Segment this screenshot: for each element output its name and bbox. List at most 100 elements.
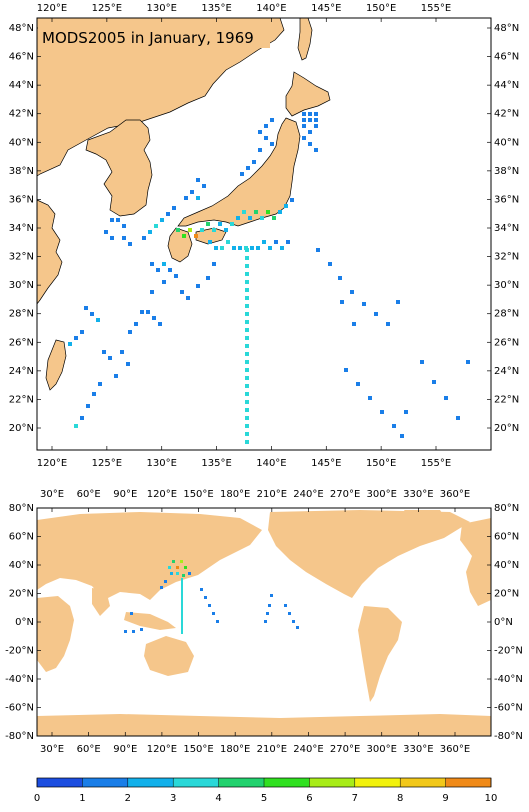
bottom-x-tick-label-bottom: 120°E: [147, 744, 177, 755]
colorbar-segment: [400, 778, 446, 787]
top-x-tick-label-top: 145°E: [311, 3, 341, 14]
observation-cell: [181, 578, 183, 634]
bottom-x-tick-label-top: 270°E: [330, 489, 360, 500]
observation-cell: [202, 184, 206, 188]
observation-cell: [268, 604, 271, 607]
observation-cell: [270, 118, 274, 122]
colorbar-label: 1: [79, 793, 85, 804]
top-y-tick-label-right: 48°N: [494, 23, 519, 34]
observation-cell: [124, 630, 127, 633]
observation-cell: [150, 262, 154, 266]
bottom-map-land: [37, 510, 491, 736]
observation-cell: [74, 424, 78, 428]
observation-cell: [232, 246, 236, 250]
observation-cell: [264, 620, 267, 623]
observation-cell: [245, 256, 249, 260]
bottom-y-tick-label-right: 60°N: [494, 532, 519, 543]
observation-cell: [220, 246, 224, 250]
top-y-tick-label-right: 28°N: [494, 309, 519, 320]
observation-cell: [130, 612, 133, 615]
top-y-tick-label-left: 24°N: [9, 366, 34, 377]
observation-cell: [250, 246, 254, 250]
colorbar-segment: [354, 778, 401, 787]
observation-cell: [140, 310, 144, 314]
observation-cell: [245, 288, 249, 292]
observation-cell: [314, 118, 318, 122]
observation-cell: [238, 246, 242, 250]
observation-cell: [150, 290, 154, 294]
observation-cell: [270, 594, 273, 597]
observation-cell: [266, 210, 270, 214]
colorbar: 0 1 2 3 4 5 6 7 8 9 10: [34, 777, 498, 804]
observation-cell: [245, 248, 249, 252]
bottom-x-tick-label-bottom: 300°E: [367, 744, 397, 755]
observation-cell: [245, 312, 249, 316]
observation-cell: [128, 242, 132, 246]
top-map-ticks: 120°E 120°E 125°E 125°E 130°E 130°E 135°E 135°E…: [9, 3, 519, 469]
bottom-y-tick-label-left: -40°N: [5, 674, 34, 685]
observation-cell: [240, 172, 244, 176]
observation-cell: [122, 224, 126, 228]
observation-cell: [174, 274, 178, 278]
observation-cell: [200, 228, 204, 232]
observation-cell: [172, 206, 176, 210]
observation-cell: [245, 352, 249, 356]
top-y-tick-label-left: 36°N: [9, 194, 34, 205]
observation-cell: [128, 330, 132, 334]
observation-cell: [264, 124, 268, 128]
observation-cell: [254, 210, 258, 214]
top-y-tick-label-left: 42°N: [9, 109, 34, 120]
top-y-tick-label-left: 28°N: [9, 309, 34, 320]
observation-cell: [380, 410, 384, 414]
observation-cell: [245, 264, 249, 268]
observation-cell: [396, 300, 400, 304]
top-y-tick-label-right: 24°N: [494, 366, 519, 377]
top-y-tick-label-left: 20°N: [9, 423, 34, 434]
observation-cell: [196, 178, 200, 182]
top-x-tick-label-top: 140°E: [256, 3, 286, 14]
antarctica: [37, 714, 491, 736]
observation-cell: [218, 222, 222, 226]
observation-cell: [196, 284, 200, 288]
observation-cell: [186, 296, 190, 300]
colorbar-label: 10: [485, 793, 498, 804]
observation-cell: [245, 360, 249, 364]
observation-cell: [245, 344, 249, 348]
maritime-southeast-asia: [124, 612, 176, 630]
observation-cell: [140, 628, 143, 631]
observation-cell: [162, 280, 166, 284]
bottom-x-tick-label-bottom: 180°E: [220, 744, 250, 755]
observation-cell: [280, 246, 284, 250]
bottom-y-tick-label-left: 80°N: [9, 503, 34, 514]
colorbar-segment: [173, 778, 219, 787]
top-y-tick-label-right: 42°N: [494, 109, 519, 120]
bottom-x-tick-label-top: 330°E: [403, 489, 433, 500]
bottom-x-tick-label-top: 30°E: [40, 489, 64, 500]
colorbar-label: 2: [125, 793, 131, 804]
observation-cell: [386, 322, 390, 326]
bottom-x-tick-label-top: 360°E: [440, 489, 470, 500]
top-map-frame: [36, 17, 492, 451]
top-x-tick-label-top: 120°E: [37, 3, 67, 14]
observation-cell: [98, 382, 102, 386]
observation-cell: [102, 350, 106, 354]
top-y-tick-label-left: 48°N: [9, 23, 34, 34]
observation-cell: [245, 416, 249, 420]
observation-cell: [208, 604, 211, 607]
bottom-x-tick-label-top: 120°E: [147, 489, 177, 500]
bottom-y-tick-label-right: -80°N: [494, 731, 523, 742]
observation-cell: [90, 312, 94, 316]
top-x-tick-label-bottom: 135°E: [201, 458, 231, 469]
observation-cell: [245, 432, 249, 436]
observation-cell: [148, 230, 152, 234]
asia-mainland: [36, 17, 285, 177]
africa: [37, 596, 74, 672]
top-x-tick-label-top: 150°E: [366, 3, 396, 14]
bottom-y-tick-label-right: 0°N: [494, 617, 513, 628]
observation-cell: [314, 112, 318, 116]
top-y-tick-label-left: 22°N: [9, 394, 34, 405]
bottom-y-tick-label-left: 40°N: [9, 560, 34, 571]
observation-cell: [152, 316, 156, 320]
observation-cell: [272, 216, 276, 220]
colorbar-segment: [445, 778, 491, 787]
